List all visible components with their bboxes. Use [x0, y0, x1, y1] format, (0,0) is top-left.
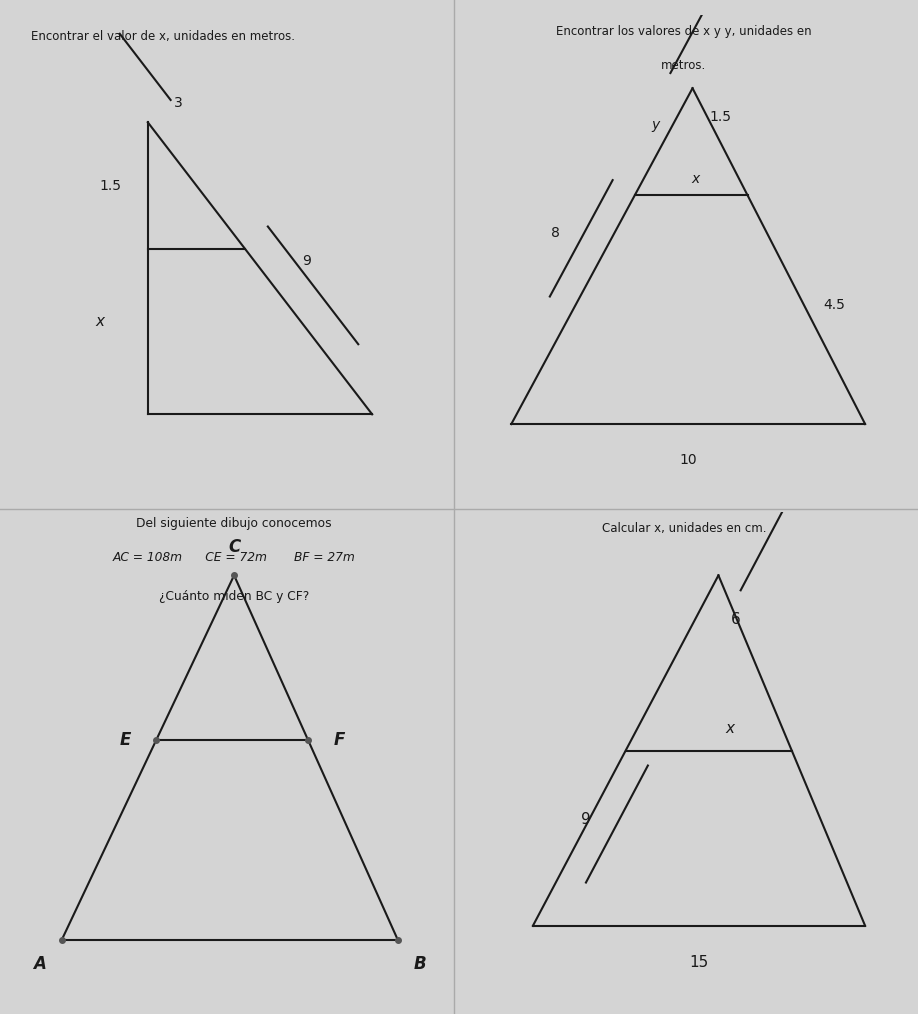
Text: 8: 8: [551, 226, 560, 240]
Text: metros.: metros.: [661, 59, 707, 72]
Text: E: E: [119, 731, 130, 748]
Text: 10: 10: [679, 453, 697, 467]
Text: 3: 3: [174, 95, 183, 110]
Text: 1.5: 1.5: [100, 178, 122, 193]
Text: 1.5: 1.5: [710, 111, 732, 125]
Text: x: x: [691, 171, 700, 186]
Text: y: y: [651, 118, 659, 132]
Text: x: x: [95, 314, 105, 330]
Text: 6: 6: [732, 611, 741, 627]
Text: C: C: [228, 537, 241, 556]
Text: F: F: [334, 731, 345, 748]
Text: ¿Cuánto miden BC y CF?: ¿Cuánto miden BC y CF?: [159, 590, 309, 603]
Text: A: A: [33, 955, 47, 973]
Text: 9: 9: [302, 254, 311, 268]
Text: Del siguiente dibujo conocemos: Del siguiente dibujo conocemos: [136, 517, 332, 530]
Text: Encontrar los valores de x y y, unidades en: Encontrar los valores de x y y, unidades…: [556, 25, 812, 38]
Text: 9: 9: [581, 811, 591, 826]
Text: AC = 108m      CE = 72m       BF = 27m: AC = 108m CE = 72m BF = 27m: [113, 551, 355, 564]
Text: x: x: [726, 721, 734, 736]
Text: 15: 15: [689, 955, 709, 970]
Text: Encontrar el valor de x, unidades en metros.: Encontrar el valor de x, unidades en met…: [31, 29, 296, 43]
Text: B: B: [413, 955, 426, 973]
Text: Calcular x, unidades en cm.: Calcular x, unidades en cm.: [601, 522, 767, 534]
Text: 4.5: 4.5: [823, 298, 845, 312]
